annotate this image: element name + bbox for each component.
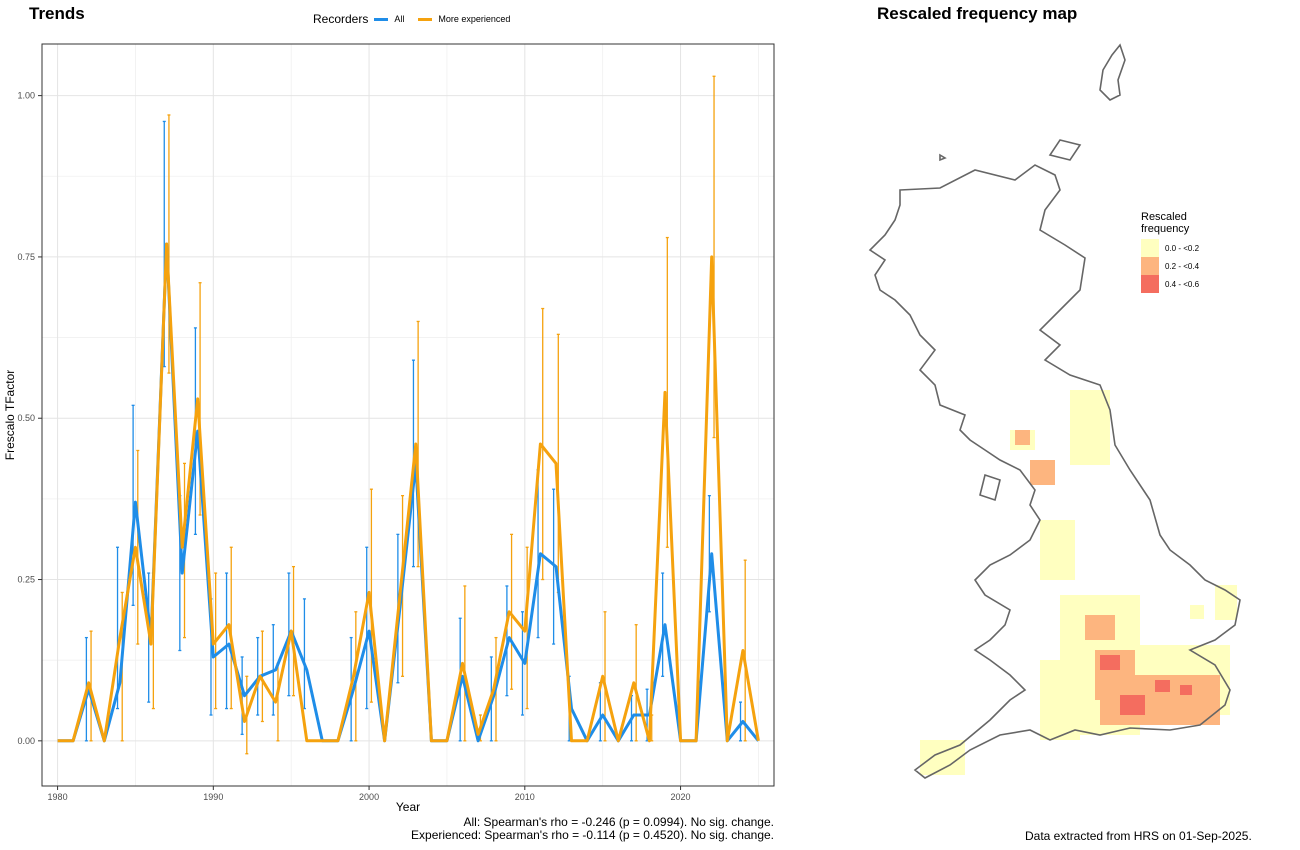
y-tick-label: 0.50 bbox=[17, 413, 35, 423]
x-tick-label: 2020 bbox=[671, 792, 691, 802]
y-tick-label: 0.25 bbox=[17, 575, 35, 585]
map-legend-row-high: 0.4 - <0.6 bbox=[1141, 275, 1199, 293]
map-legend-label-low: 0.0 - <0.2 bbox=[1165, 243, 1200, 253]
map-legend-title-line2: frequency bbox=[1141, 223, 1190, 235]
plot-border bbox=[41, 43, 775, 787]
map-legend-row-low: 0.0 - <0.2 bbox=[1141, 239, 1199, 257]
y-tick-label: 0.75 bbox=[17, 252, 35, 262]
map-legend-label-high: 0.4 - <0.6 bbox=[1165, 279, 1200, 289]
map-title: Rescaled frequency map bbox=[877, 4, 1078, 23]
map-legend-swatch-low bbox=[1141, 239, 1159, 257]
legend-key-all: All bbox=[374, 14, 404, 24]
chart-legend: Recorders All More experienced bbox=[313, 12, 524, 26]
map-legend-title-line1: Rescaled bbox=[1141, 211, 1187, 223]
map-legend-swatch-mid bbox=[1141, 257, 1159, 275]
trends-title: Trends bbox=[29, 4, 85, 23]
legend-label-experienced: More experienced bbox=[438, 14, 511, 24]
legend-swatch-all bbox=[374, 17, 389, 21]
x-axis-label: Year bbox=[396, 800, 420, 814]
legend-label-all: All bbox=[394, 14, 405, 24]
frequency-map bbox=[868, 43, 1241, 779]
map-legend-label-mid: 0.2 - <0.4 bbox=[1165, 261, 1200, 271]
data-source-footer: Data extracted from HRS on 01-Sep-2025. bbox=[1025, 829, 1252, 843]
map-cells-high bbox=[1100, 655, 1192, 715]
stats-experienced: Experienced: Spearman's rho = -0.114 (p … bbox=[411, 828, 774, 842]
map-legend: Rescaled frequency 0.0 - <0.2 0.2 - <0.4… bbox=[1141, 211, 1199, 293]
legend-title: Recorders bbox=[313, 12, 369, 26]
y-tick-label: 1.00 bbox=[17, 91, 35, 101]
map-legend-swatch-high bbox=[1141, 275, 1159, 293]
trends-chart: 0.00 0.25 0.50 0.75 1.00 1980 1990 2000 2010 2020… bbox=[3, 43, 775, 814]
x-tick-label: 1990 bbox=[203, 792, 223, 802]
series-line-experienced bbox=[57, 242, 760, 743]
legend-swatch-experienced bbox=[418, 17, 433, 21]
y-tick-label: 0.00 bbox=[17, 736, 35, 746]
x-tick-label: 2000 bbox=[359, 792, 379, 802]
stats-block: All: Spearman's rho = -0.246 (p = 0.0994… bbox=[411, 816, 774, 842]
x-tick-label: 1980 bbox=[48, 792, 68, 802]
stats-all: All: Spearman's rho = -0.246 (p = 0.0994… bbox=[463, 815, 774, 829]
gb-outline bbox=[868, 43, 1241, 779]
legend-key-experienced: More experienced bbox=[418, 14, 510, 24]
map-legend-title: Rescaled frequency bbox=[1141, 211, 1199, 235]
map-legend-row-mid: 0.2 - <0.4 bbox=[1141, 257, 1199, 275]
y-axis-label: Frescalo TFactor bbox=[3, 370, 17, 460]
x-tick-label: 2010 bbox=[515, 792, 535, 802]
